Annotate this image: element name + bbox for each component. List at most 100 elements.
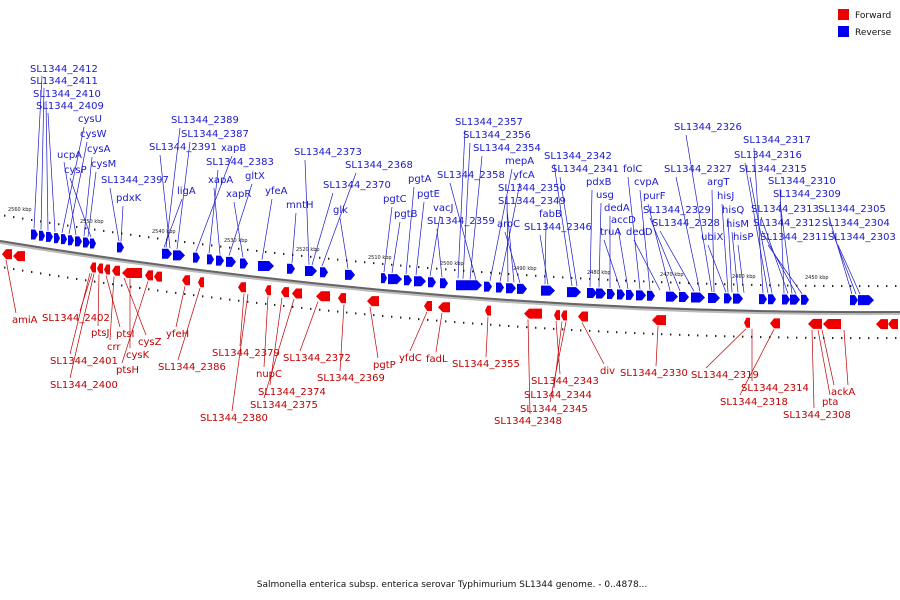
gene-label: dedA bbox=[604, 203, 630, 214]
tick-mark bbox=[697, 334, 699, 337]
tick-mark bbox=[796, 284, 798, 287]
gene-arrow bbox=[305, 265, 317, 276]
tick-mark bbox=[607, 330, 609, 333]
leader-line bbox=[539, 234, 549, 285]
tick-mark bbox=[616, 331, 618, 334]
gene-arrow bbox=[554, 310, 560, 321]
tick-mark bbox=[832, 337, 834, 340]
gene-arrow bbox=[823, 319, 841, 330]
gene-arrow bbox=[90, 238, 96, 249]
tick-mark bbox=[274, 303, 276, 306]
tick-mark bbox=[742, 335, 744, 338]
leader-line bbox=[304, 159, 310, 265]
gene-label: SL1344_2370 bbox=[323, 180, 391, 191]
leader-line bbox=[555, 321, 561, 375]
leader-line bbox=[837, 244, 861, 295]
leader-line bbox=[97, 274, 100, 327]
gene-label: accD bbox=[611, 215, 636, 226]
tick-mark bbox=[814, 336, 816, 339]
tick-mark bbox=[598, 278, 600, 281]
tick-mark bbox=[508, 325, 510, 328]
tick-mark bbox=[598, 330, 600, 333]
gene-arrow bbox=[145, 270, 153, 281]
gene-arrow bbox=[162, 248, 172, 259]
tick-mark bbox=[301, 254, 303, 257]
gene-label: argT bbox=[707, 177, 730, 188]
gene-arrow bbox=[578, 311, 588, 322]
leader-line bbox=[655, 326, 659, 367]
gene-arrow bbox=[652, 315, 666, 326]
leader-line bbox=[69, 177, 92, 238]
leader-line bbox=[175, 286, 186, 328]
tick-mark bbox=[625, 279, 627, 282]
gene-label: vacJ bbox=[433, 203, 454, 214]
leader-line bbox=[731, 231, 739, 293]
gene-label: hisP bbox=[733, 232, 753, 243]
tick-mark bbox=[760, 284, 762, 287]
kbp-label: 2530 kbp bbox=[224, 238, 248, 244]
leader-line bbox=[675, 176, 701, 292]
tick-mark bbox=[265, 250, 267, 253]
tick-mark bbox=[382, 262, 384, 265]
leader-line bbox=[69, 273, 95, 379]
gene-label: ackA bbox=[831, 387, 855, 398]
leader-line bbox=[761, 230, 797, 294]
gene-arrow bbox=[724, 293, 732, 304]
tick-mark bbox=[382, 314, 384, 317]
gene-label: SL1344_2315 bbox=[739, 164, 807, 175]
tick-mark bbox=[607, 278, 609, 281]
gene-arrow bbox=[850, 295, 858, 306]
gene-label: fabB bbox=[539, 209, 562, 220]
tick-mark bbox=[211, 244, 213, 247]
gene-label: pgtB bbox=[394, 209, 418, 220]
gene-arrow bbox=[517, 283, 527, 294]
gene-label: pta bbox=[822, 397, 838, 408]
leader-line bbox=[727, 217, 733, 293]
gene-label: SL1344_2400 bbox=[50, 380, 118, 391]
gene-label: purF bbox=[643, 191, 666, 202]
tick-mark bbox=[112, 283, 114, 286]
gene-label: hisM bbox=[726, 219, 749, 230]
tick-mark bbox=[769, 284, 771, 287]
leader-line bbox=[553, 163, 573, 287]
leader-line bbox=[711, 189, 715, 292]
leader-line bbox=[831, 230, 857, 295]
tick-mark bbox=[553, 327, 555, 330]
gene-label: div bbox=[600, 366, 615, 377]
leader-line bbox=[559, 176, 578, 287]
tick-mark bbox=[49, 273, 51, 276]
leader-line bbox=[68, 141, 88, 234]
tick-mark bbox=[310, 255, 312, 258]
tick-mark bbox=[535, 274, 537, 277]
gene-arrow bbox=[666, 291, 678, 302]
leader-line bbox=[760, 216, 789, 294]
tick-mark bbox=[796, 336, 798, 339]
leader-line bbox=[617, 227, 629, 289]
gene-label: folC bbox=[623, 164, 642, 175]
gene-label: ubiX bbox=[701, 232, 723, 243]
gene-arrow bbox=[75, 236, 82, 247]
legend-reverse-label: Reverse bbox=[855, 28, 892, 38]
tick-mark bbox=[715, 334, 717, 337]
tick-mark bbox=[877, 285, 879, 288]
leader-line bbox=[159, 154, 171, 249]
gene-label: mntH bbox=[286, 200, 314, 211]
forward-leader-lines bbox=[5, 259, 849, 415]
gene-label: SL1344_2329 bbox=[643, 205, 711, 216]
tick-mark bbox=[868, 337, 870, 340]
gene-arrow bbox=[561, 310, 567, 321]
tick-mark bbox=[157, 289, 159, 292]
tick-mark bbox=[49, 221, 51, 224]
gene-arrow bbox=[216, 255, 224, 266]
gene-arrow bbox=[596, 288, 606, 299]
tick-mark bbox=[517, 325, 519, 328]
tick-mark bbox=[265, 302, 267, 305]
tick-mark bbox=[859, 337, 861, 340]
gene-arrow bbox=[117, 242, 124, 253]
gene-arrow bbox=[90, 262, 96, 273]
gene-label: cysA bbox=[87, 144, 111, 155]
gene-label: SL1344_2350 bbox=[498, 183, 566, 194]
tick-mark bbox=[22, 269, 24, 272]
gene-label: SL1344_2312 bbox=[753, 218, 821, 229]
tick-mark bbox=[841, 337, 843, 340]
